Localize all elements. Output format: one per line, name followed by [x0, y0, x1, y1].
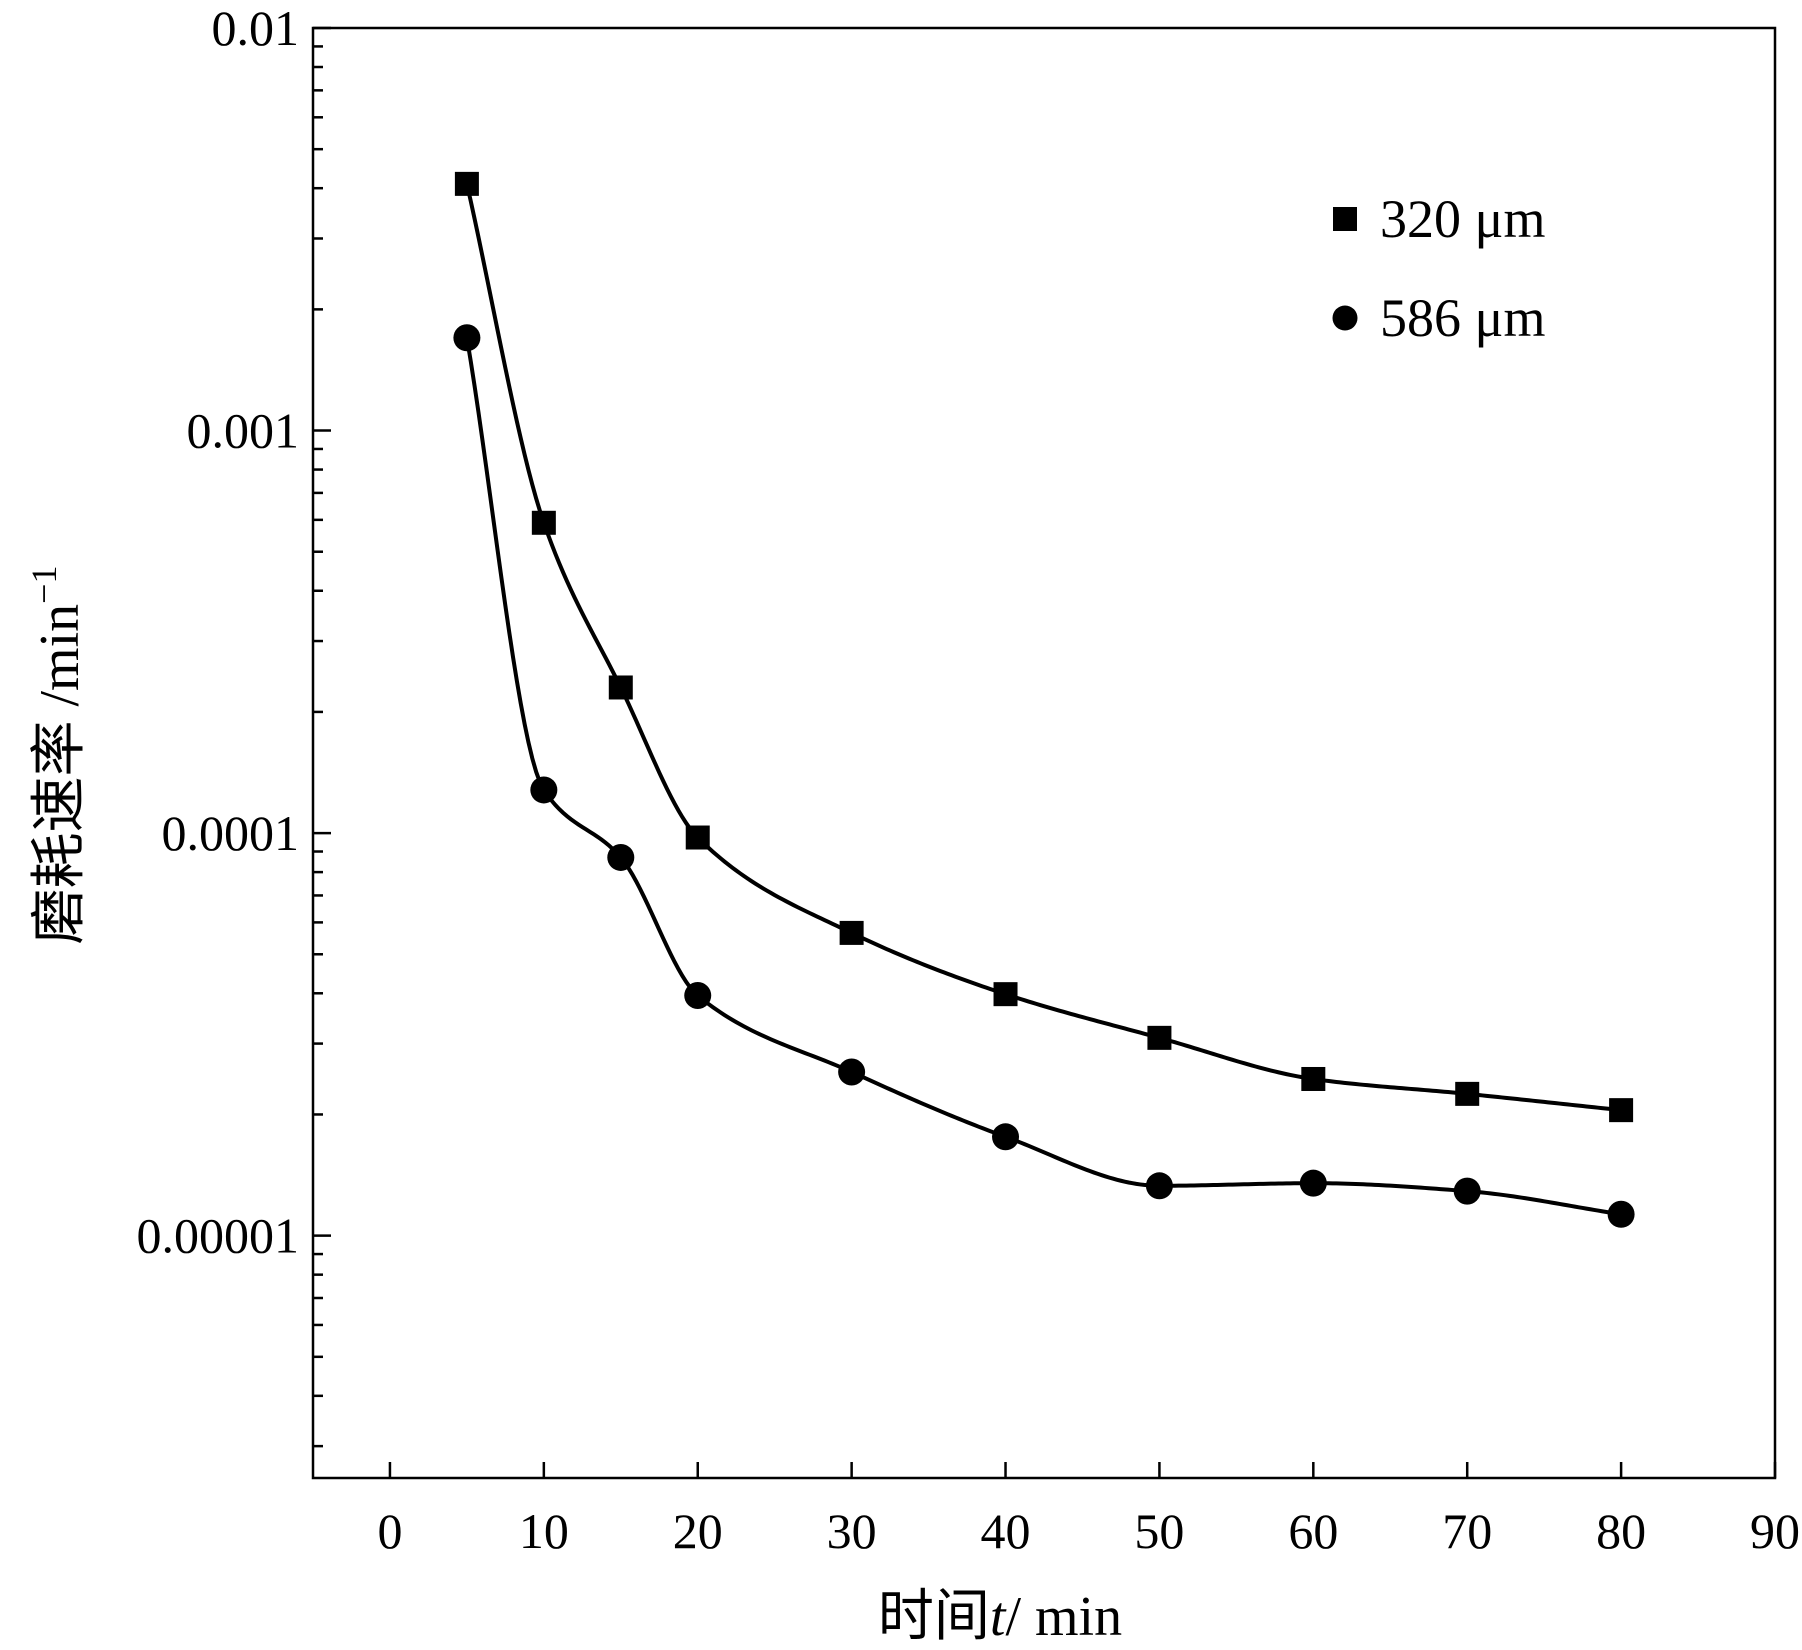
x-tick-label: 40	[981, 1503, 1031, 1559]
legend-label-series-2: 586 μm	[1380, 288, 1545, 348]
y-tick-label: 0.001	[187, 403, 300, 459]
square-marker	[1301, 1067, 1325, 1091]
square-marker	[840, 921, 864, 945]
circle-marker	[838, 1058, 865, 1085]
x-tick-label: 60	[1288, 1503, 1338, 1559]
square-marker	[994, 982, 1018, 1006]
square-marker	[455, 172, 479, 196]
chart: 0 10 20 30 40 50 60 70 80 90 0.01 0.001 0.0001 0.000…	[0, 0, 1802, 1650]
x-tick-label: 90	[1750, 1503, 1800, 1559]
square-marker	[1609, 1098, 1633, 1122]
circle-marker	[1300, 1170, 1327, 1197]
x-tick-label: 70	[1442, 1503, 1492, 1559]
x-tick-label: 0	[377, 1503, 402, 1559]
legend-square-marker	[1333, 207, 1357, 231]
circle-marker	[607, 844, 634, 871]
x-tick-label: 10	[519, 1503, 569, 1559]
circle-marker	[992, 1123, 1019, 1150]
x-axis-title-prefix: 时间	[878, 1586, 990, 1648]
x-axis-ticks: 0 10 20 30 40 50 60 70 80 90	[377, 1462, 1800, 1559]
x-tick-label: 80	[1596, 1503, 1646, 1559]
y-axis-title-superscript: −1	[24, 566, 64, 604]
fit-curve-series-2	[467, 338, 1621, 1215]
square-marker	[1455, 1082, 1479, 1106]
x-tick-label: 30	[827, 1503, 877, 1559]
circle-marker	[453, 324, 480, 351]
legend: 320 μm 586 μm	[1333, 189, 1546, 348]
circle-marker	[1146, 1172, 1173, 1199]
square-marker	[609, 675, 633, 699]
legend-label-series-1: 320 μm	[1380, 189, 1545, 249]
legend-circle-marker	[1333, 306, 1358, 331]
x-tick-label: 20	[673, 1503, 723, 1559]
x-tick-label: 50	[1134, 1503, 1184, 1559]
y-tick-label: 0.0001	[162, 805, 300, 861]
y-axis-title-main: 磨耗速率 /min	[29, 604, 91, 945]
square-marker	[686, 826, 710, 850]
circle-marker	[1454, 1178, 1481, 1205]
x-axis-title: 时间t/ min	[878, 1586, 1122, 1648]
circle-marker	[684, 982, 711, 1009]
y-tick-label: 0.01	[212, 0, 300, 56]
y-axis-ticks: 0.01 0.001 0.0001 0.00001	[137, 0, 332, 1446]
y-tick-label: 0.00001	[137, 1208, 300, 1264]
circle-marker	[530, 776, 557, 803]
y-axis-title: 磨耗速率 /min−1	[24, 566, 91, 945]
x-axis-title-variable: t	[990, 1586, 1007, 1648]
square-marker	[532, 511, 556, 535]
circle-marker	[1608, 1201, 1635, 1228]
x-axis-title-unit: / min	[1005, 1586, 1122, 1648]
square-marker	[1147, 1026, 1171, 1050]
